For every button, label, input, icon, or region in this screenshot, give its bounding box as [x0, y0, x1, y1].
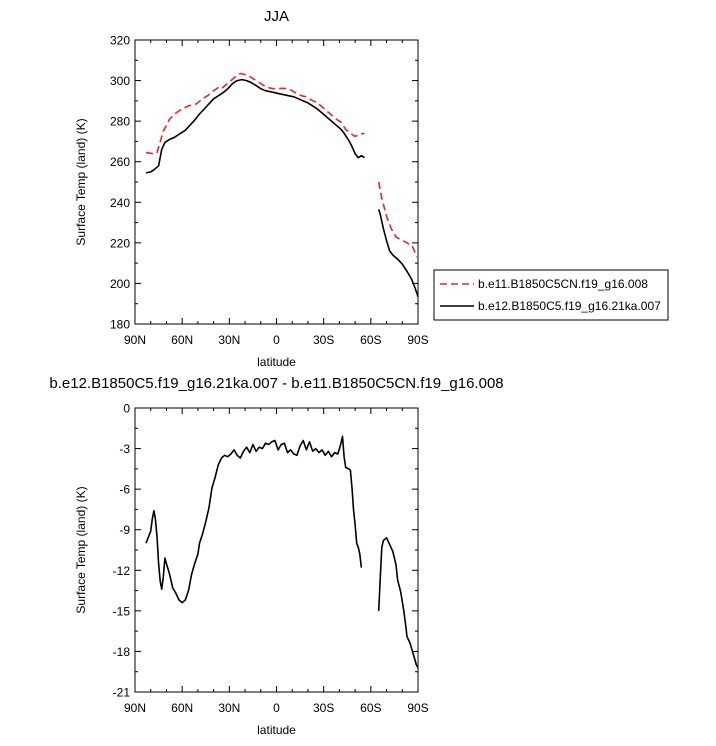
plot-frame — [134, 407, 419, 693]
x-tick-label: 30N — [218, 333, 240, 347]
x-tick-label: 30S — [313, 701, 334, 715]
y-tick-label: -21 — [113, 686, 131, 700]
x-tick-label: 60N — [171, 333, 193, 347]
series-line-0 — [377, 181, 419, 259]
x-tick-label: 90S — [407, 701, 428, 715]
x-tick-label: 90S — [407, 333, 428, 347]
x-axis-label: latitude — [257, 355, 296, 369]
y-tick-label: -15 — [113, 604, 131, 618]
top-panel-jja: JJA 90N 60N 30N 0 30S 60S 90S 180 200 220 240 260 280… — [74, 8, 429, 369]
bottom-panel-difference: b.e12.B1850C5.f19_g16.21ka.007 - b.e11.B… — [49, 375, 503, 737]
plot-frame — [134, 39, 419, 325]
y-tick-label: -6 — [119, 483, 130, 497]
legend-entry-1: b.e12.B1850C5.f19_g16.21ka.007 — [478, 299, 661, 313]
y-tick-label: 240 — [110, 196, 130, 210]
y-axis-label: Surface Temp (land) (K) — [74, 486, 88, 613]
y-tick-label: 280 — [110, 115, 130, 129]
x-tick-label: 60S — [360, 333, 381, 347]
x-tick-label: 30N — [218, 701, 240, 715]
chart-title: JJA — [264, 8, 289, 25]
series-line-1 — [145, 78, 365, 174]
x-tick-label: 90N — [124, 701, 146, 715]
y-tick-label: -12 — [113, 564, 131, 578]
series-line-0 — [145, 435, 363, 604]
y-tick-label: 220 — [110, 236, 130, 250]
x-tick-label: 90N — [124, 333, 146, 347]
series-line-0 — [377, 536, 419, 669]
legend-entry-0: b.e11.B1850C5CN.f19_g16.008 — [478, 277, 648, 291]
legend-box — [433, 269, 669, 321]
x-tick-label: 30S — [313, 333, 334, 347]
series-line-1 — [377, 209, 419, 297]
chart-title: b.e12.B1850C5.f19_g16.21ka.007 - b.e11.B… — [49, 375, 503, 392]
y-tick-label: -9 — [119, 523, 130, 537]
y-tick-label: -18 — [113, 645, 131, 659]
y-tick-label: -3 — [119, 442, 130, 456]
y-axis-label: Surface Temp (land) (K) — [74, 118, 88, 245]
x-tick-label: 0 — [273, 333, 280, 347]
y-tick-label: 200 — [110, 277, 130, 291]
legend: b.e11.B1850C5CN.f19_g16.008 b.e12.B1850C5… — [433, 269, 669, 321]
x-tick-label: 60S — [360, 701, 381, 715]
y-tick-label: 320 — [110, 34, 130, 48]
series-line-0 — [145, 72, 365, 155]
y-tick-label: 0 — [123, 402, 130, 416]
y-tick-label: 180 — [110, 318, 130, 332]
y-tick-label: 260 — [110, 155, 130, 169]
y-tick-label: 300 — [110, 74, 130, 88]
x-tick-label: 60N — [171, 701, 193, 715]
x-axis-label: latitude — [257, 723, 296, 737]
x-tick-label: 0 — [273, 701, 280, 715]
